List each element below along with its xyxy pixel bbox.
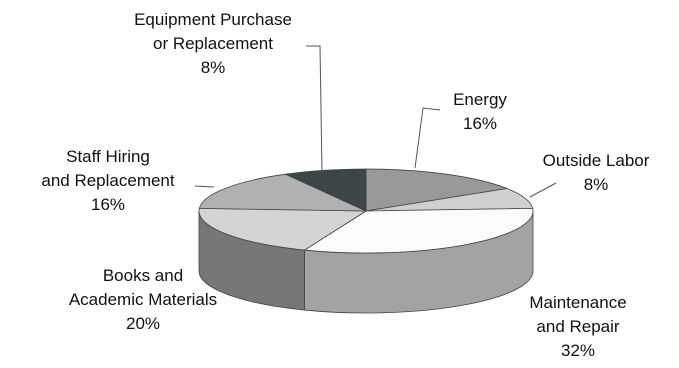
- slice-label-line: Academic Materials: [69, 290, 217, 309]
- leader-line-5: [306, 45, 323, 174]
- pie-slice-5: [284, 168, 367, 212]
- pie-slice-2: [303, 207, 534, 254]
- slice-labels: Energy 16% Outside Labor 8% Maintenance and R…: [41, 10, 649, 360]
- slice-percent: 8%: [201, 58, 226, 77]
- slice-label-line: and Repair: [536, 317, 620, 336]
- label-leader-lines: [194, 45, 557, 198]
- slice-label-line: Outside Labor: [543, 151, 650, 170]
- slice-label-line: Equipment Purchase: [134, 10, 292, 29]
- slice-label-line: and Replacement: [41, 171, 175, 190]
- slice-label-line: Energy: [453, 90, 507, 109]
- slice-percent: 32%: [561, 341, 595, 360]
- slice-label-line: Maintenance: [529, 293, 626, 312]
- leader-line-0: [414, 107, 441, 169]
- pie-top-faces: [198, 168, 534, 254]
- slice-percent: 16%: [463, 114, 497, 133]
- slice-percent: 20%: [126, 314, 160, 333]
- pie-slice-4: [198, 173, 367, 212]
- slice-percent: 16%: [91, 195, 125, 214]
- leader-line-1: [529, 182, 557, 198]
- slice-label-line: Staff Hiring: [66, 147, 150, 166]
- slice-label-line: or Replacement: [153, 34, 273, 53]
- slice-label-1: Outside Labor 8%: [543, 151, 650, 194]
- slice-label-0: Energy 16%: [453, 90, 507, 133]
- leader-line-4: [194, 185, 215, 188]
- pie-slice-0: [365, 168, 509, 212]
- slice-label-4: Staff Hiring and Replacement 16%: [41, 147, 175, 214]
- slice-label-line: Books and: [103, 266, 183, 285]
- slice-label-2: Maintenance and Repair 32%: [529, 293, 626, 360]
- slice-label-3: Books and Academic Materials 20%: [69, 266, 217, 333]
- slice-label-5: Equipment Purchase or Replacement 8%: [134, 10, 292, 77]
- slice-percent: 8%: [584, 175, 609, 194]
- pie-slice-3: [198, 207, 368, 251]
